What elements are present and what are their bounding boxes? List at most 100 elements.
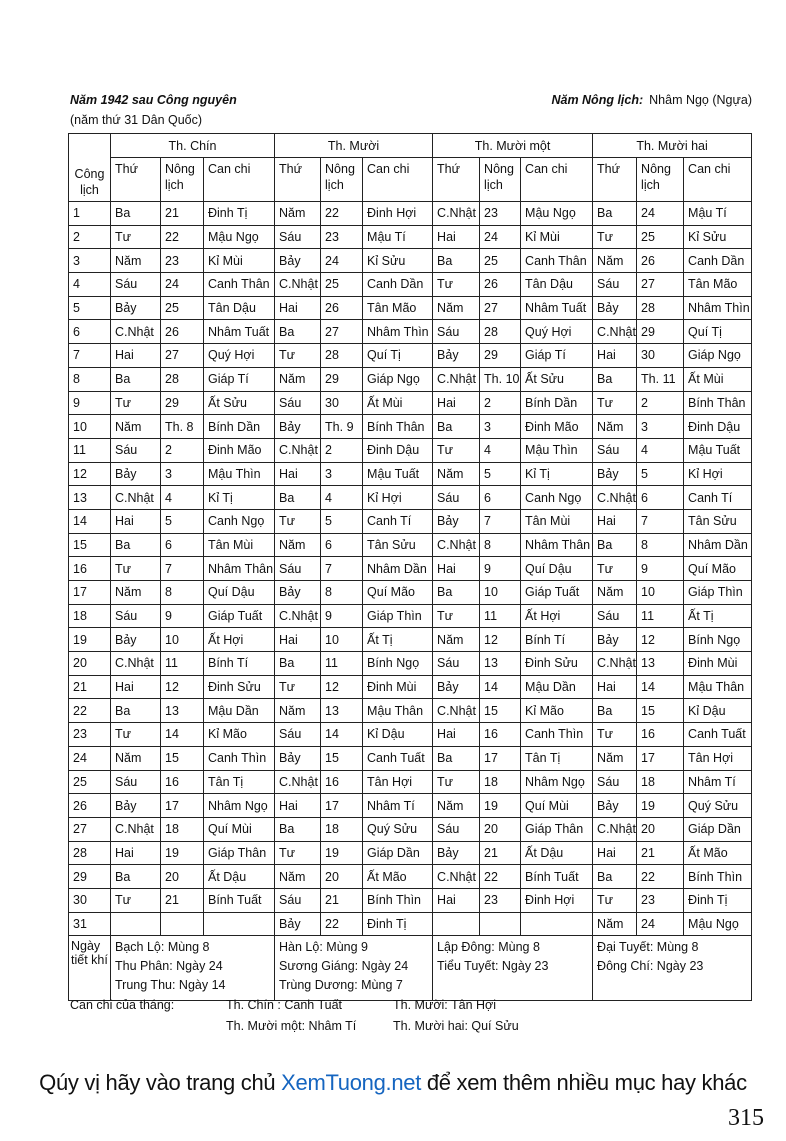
sub-header: Thứ xyxy=(432,157,481,202)
table-cell: Bảy xyxy=(592,793,638,818)
table-cell: C.Nhật xyxy=(274,272,322,297)
table-cell: 8 xyxy=(320,580,364,605)
table-cell: Ất Sửu xyxy=(520,366,594,392)
table-cell: Ất Mão xyxy=(683,840,753,866)
table-cell: Tư xyxy=(110,887,161,913)
table-cell: 18 xyxy=(320,816,364,842)
table-cell: 31 xyxy=(68,911,111,937)
table-cell: Nhâm Ngọ xyxy=(520,769,594,795)
table-cell: Canh Tí xyxy=(362,508,434,534)
table-cell: 15 xyxy=(320,745,364,771)
table-cell: 25 xyxy=(68,769,111,795)
table-cell: 16 xyxy=(68,556,111,581)
table-cell: 6 xyxy=(320,532,364,558)
table-cell: Kỉ Dậu xyxy=(683,698,753,724)
table-cell: Giáp Tuất xyxy=(202,603,276,629)
table-cell: Ba xyxy=(110,698,161,724)
table-cell: Hai xyxy=(592,343,638,368)
table-cell: Sáu xyxy=(432,485,481,510)
table-cell: Ất Hợi xyxy=(202,627,276,653)
table-row: 11 Sáu 2 Đinh Mão C.Nhật 2 Đinh Dậu Tư 4 Mậu Thìn… xyxy=(68,437,753,463)
site-link[interactable]: XemTuong.net xyxy=(281,1070,422,1095)
table-row: 24 Năm 15 Canh Thìn Bảy 15 Canh Tuất Ba 17 Tân Tị… xyxy=(68,745,753,771)
table-cell: Mậu Ngọ xyxy=(520,201,594,226)
month-header: Th. Chín xyxy=(109,133,276,158)
month-header: Th. Mười một xyxy=(432,133,594,158)
table-cell: C.Nhật xyxy=(274,603,322,629)
table-cell: 21 xyxy=(68,674,111,700)
table-cell: 3 xyxy=(68,248,111,274)
table-cell: 26 xyxy=(320,295,364,321)
table-cell: 2 xyxy=(320,437,364,463)
table-cell: Canh Dần xyxy=(362,272,434,297)
table-cell: Tân Sửu xyxy=(362,532,434,558)
table-cell: 10 xyxy=(160,627,204,653)
table-cell: 12 xyxy=(320,674,364,700)
sub-header: Nông lịch xyxy=(636,157,685,202)
lunar-year-value: Nhâm Ngọ (Ngựa) xyxy=(649,93,752,107)
table-cell: Nhâm Thìn xyxy=(362,319,434,345)
table-cell: Tư xyxy=(110,224,161,250)
table-cell: Đinh Tị xyxy=(362,911,434,937)
table-cell: 6 xyxy=(160,532,204,558)
lunar-year-label: Năm Nông lịch: xyxy=(551,93,644,107)
table-cell: Giáp Thân xyxy=(202,840,276,866)
table-cell: 10 xyxy=(479,580,522,605)
tiet-khi-cell: Đại Tuyết: Mùng 8 Đông Chí: Ngày 23 xyxy=(592,935,753,1002)
table-cell: Hai xyxy=(110,674,161,700)
table-cell: 23 xyxy=(636,887,685,913)
table-cell: Canh Thân xyxy=(520,248,594,274)
table-cell: Hai xyxy=(274,627,322,653)
table-cell: 9 xyxy=(479,556,522,581)
table-cell: Ba xyxy=(274,651,322,676)
table-row: 4 Sáu 24 Canh Thân C.Nhật 25 Canh Dần Tư 26 Tân D… xyxy=(68,272,753,297)
tiet-khi-entry: Bạch Lộ: Mùng 8 xyxy=(115,940,210,955)
table-cell: Bính Dần xyxy=(202,414,276,439)
table-cell: Ba xyxy=(592,366,638,392)
table-cell: Ba xyxy=(110,201,161,226)
table-cell: Quí Dậu xyxy=(520,556,594,581)
table-cell: Năm xyxy=(110,414,161,439)
table-row: 10 Năm Th. 8 Bính Dần Bảy Th. 9 Bính Thân Ba 3 Đi… xyxy=(68,414,753,439)
table-cell: Năm xyxy=(432,295,481,321)
table-cell: Bảy xyxy=(274,911,322,937)
table-cell: 8 xyxy=(160,580,204,605)
table-cell: 19 xyxy=(160,840,204,866)
table-cell: 2 xyxy=(479,390,522,416)
table-cell: 2 xyxy=(68,224,111,250)
table-cell: 9 xyxy=(160,603,204,629)
table-cell: Canh Dần xyxy=(683,248,753,274)
tiet-khi-entry: Đại Tuyết: Mùng 8 xyxy=(597,940,699,955)
table-cell: Hai xyxy=(110,840,161,866)
table-cell: Sáu xyxy=(110,437,161,463)
sub-header: Can chi xyxy=(202,157,276,202)
table-cell: 10 xyxy=(68,414,111,439)
table-cell: Tư xyxy=(274,674,322,700)
table-cell: 20 xyxy=(636,816,685,842)
table-cell: Ất Mùi xyxy=(683,366,753,392)
table-cell: Đinh Sửu xyxy=(520,651,594,676)
tiet-khi-cell: Hàn Lộ: Mùng 9 Sương Giáng: Ngày 24 Trùng … xyxy=(274,935,434,1002)
table-cell: 23 xyxy=(160,248,204,274)
table-cell: Sáu xyxy=(432,319,481,345)
table-row: 31 Bảy 22 Đinh Tị Năm 24 Mậu Ngọ xyxy=(68,911,753,937)
table-cell: Tân Sửu xyxy=(683,508,753,534)
table-cell: Hai xyxy=(274,295,322,321)
table-row: 28 Hai 19 Giáp Thân Tư 19 Giáp Dần Bảy 21 Ất Dậu H… xyxy=(68,840,753,866)
table-cell: 17 xyxy=(160,793,204,818)
table-row: 8 Ba 28 Giáp Tí Năm 29 Giáp Ngọ C.Nhật Th. 10 Ất … xyxy=(68,366,753,392)
table-cell: 11 xyxy=(636,603,685,629)
table-cell: C.Nhật xyxy=(432,864,481,889)
table-cell: 8 xyxy=(479,532,522,558)
table-cell: Đinh Mão xyxy=(202,437,276,463)
table-cell: Kỉ Hợi xyxy=(362,485,434,510)
table-cell: 22 xyxy=(479,864,522,889)
table-cell: Bảy xyxy=(274,414,322,439)
table-cell: Bảy xyxy=(592,627,638,653)
table-row: 26 Bảy 17 Nhâm Ngọ Hai 17 Nhâm Tí Năm 19 Quí Mùi B… xyxy=(68,793,753,818)
table-cell: Bảy xyxy=(110,461,161,487)
table-row: 12 Bảy 3 Mậu Thìn Hai 3 Mậu Tuất Năm 5 Kỉ Tị Bảy 5 K… xyxy=(68,461,753,487)
table-cell: Bính Thân xyxy=(362,414,434,439)
table-cell: Nhâm Dần xyxy=(683,532,753,558)
table-cell: 24 xyxy=(636,911,685,937)
